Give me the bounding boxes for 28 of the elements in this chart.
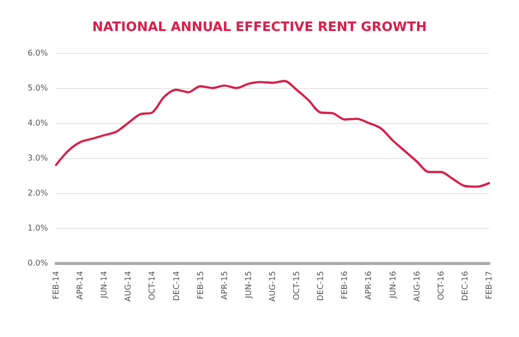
x-tick-label: APR-16 [364, 271, 374, 300]
y-tick-label: 0.0% [28, 258, 48, 268]
y-tick-label: 6.0% [28, 48, 48, 58]
x-tick-label: DEC-14 [172, 271, 181, 301]
x-tick-label: APR-15 [220, 271, 229, 300]
x-tick-label: OCT-15 [292, 271, 302, 300]
x-tick-label: JUN-14 [100, 271, 109, 300]
y-tick-label: 3.0% [28, 154, 48, 162]
x-tick-label: AUG-15 [268, 271, 277, 302]
x-tick-label: DEC-16 [460, 271, 470, 301]
x-tick-label: OCT-16 [436, 271, 446, 300]
line-series [54, 80, 490, 188]
x-tick-label: AUG-16 [412, 271, 422, 302]
x-tick-label: JUN-16 [388, 271, 398, 300]
y-tick-label: 2.0% [28, 188, 48, 198]
x-tick-label: FEB-16 [340, 271, 350, 300]
x-tick-label: FEB-15 [196, 271, 205, 300]
x-tick-label: APR-14 [76, 271, 85, 300]
x-tick-label: AUG-14 [124, 271, 133, 302]
x-tick-label: FEB-14 [52, 271, 60, 300]
x-tick-label: DEC-15 [316, 271, 326, 301]
chart-title: NATIONAL ANNUAL EFFECTIVE RENT GROWTH [92, 20, 427, 35]
y-tick-label: 5.0% [28, 84, 48, 92]
x-tick-label: FEB-17 [484, 271, 494, 300]
y-tick-label: 4.0% [28, 118, 48, 128]
x-tick-label: JUN-15 [244, 271, 253, 300]
y-tick-label: 1.0% [28, 224, 48, 232]
x-tick-label: OCT-14 [148, 271, 157, 300]
